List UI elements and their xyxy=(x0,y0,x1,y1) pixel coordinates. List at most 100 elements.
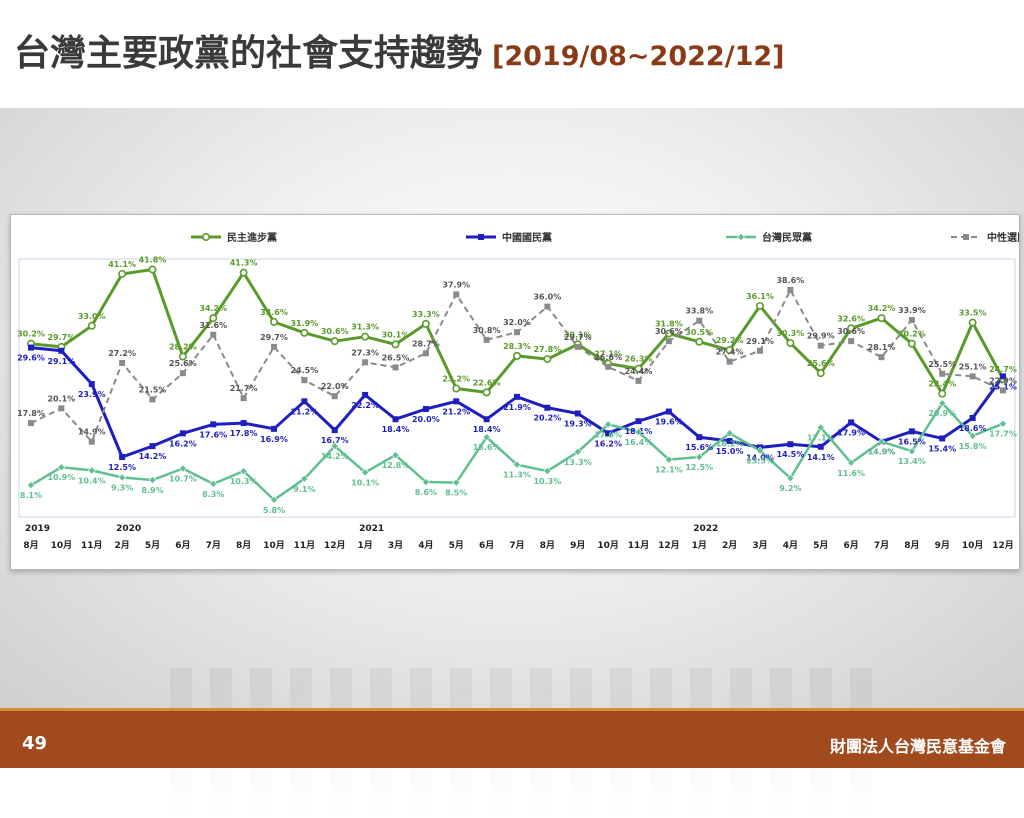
data-label: 37.9% xyxy=(442,280,470,289)
data-point xyxy=(755,301,764,310)
data-label: 41.8% xyxy=(139,255,167,264)
data-point xyxy=(58,405,65,412)
data-point xyxy=(938,399,947,408)
data-label: 38.6% xyxy=(776,276,804,285)
data-point xyxy=(757,347,763,354)
data-point xyxy=(848,419,855,426)
data-point xyxy=(969,414,976,421)
x-tick-label: 10月 xyxy=(51,540,73,551)
data-point xyxy=(88,438,95,445)
data-point xyxy=(392,364,399,371)
data-label: 30.1% xyxy=(564,330,592,339)
data-label: 17.8% xyxy=(230,429,258,438)
data-point xyxy=(726,358,733,365)
data-label: 26.3% xyxy=(625,355,653,364)
x-tick-label: 2月 xyxy=(722,540,737,551)
data-label: 30.6% xyxy=(837,327,865,336)
x-tick-label: 12月 xyxy=(324,540,346,551)
data-point xyxy=(543,467,552,476)
data-label: 33.3% xyxy=(412,310,440,319)
title-text: 台灣主要政黨的社會支持趨勢 xyxy=(14,33,483,74)
legend-entry-label: 民主進步黨 xyxy=(227,231,277,244)
date-range: [2019/08~2022/12] xyxy=(492,41,785,72)
data-label: 27.4% xyxy=(716,348,744,357)
data-label: 29.9% xyxy=(807,332,835,341)
data-label: 20.9% xyxy=(928,409,956,418)
data-point xyxy=(543,355,552,364)
data-label: 22.6% xyxy=(473,378,501,387)
data-label: 9.2% xyxy=(779,484,801,493)
data-point xyxy=(817,342,824,349)
data-point xyxy=(695,337,704,346)
x-tick-label: 10月 xyxy=(263,540,285,551)
data-label: 15.8% xyxy=(959,442,987,451)
data-point xyxy=(908,317,915,324)
data-label: 20.0% xyxy=(412,415,440,424)
data-label: 34.2% xyxy=(199,304,227,313)
data-label: 19.6% xyxy=(655,418,683,427)
data-label: 33.5% xyxy=(959,309,987,318)
data-label: 31.8% xyxy=(655,319,683,328)
data-label: 9.1% xyxy=(293,485,315,494)
data-label: 10.3% xyxy=(230,477,258,486)
data-point xyxy=(665,338,672,345)
data-point xyxy=(452,478,461,487)
data-point xyxy=(725,429,734,438)
data-point xyxy=(330,337,339,346)
data-point xyxy=(301,377,308,384)
data-point xyxy=(301,398,308,405)
x-tick-label: 11月 xyxy=(294,540,316,551)
data-point xyxy=(664,455,673,464)
data-point xyxy=(512,351,521,360)
x-tick-label: 6月 xyxy=(843,540,858,551)
x-tick-label: 5月 xyxy=(813,540,828,551)
data-label: 28.7% xyxy=(412,339,440,348)
data-point xyxy=(361,332,370,341)
data-point xyxy=(88,381,95,388)
data-label: 19.3% xyxy=(564,419,592,428)
data-point xyxy=(119,359,126,366)
plot-area-frame xyxy=(18,258,1016,518)
data-label: 30.6% xyxy=(655,327,683,336)
data-point xyxy=(634,428,643,437)
data-label: 30.6% xyxy=(321,327,349,336)
data-point xyxy=(817,443,824,450)
data-point xyxy=(240,420,247,427)
data-point xyxy=(939,435,946,442)
data-label: 21.7% xyxy=(230,384,258,393)
data-label: 41.1% xyxy=(108,260,136,269)
data-label: 22.9% xyxy=(989,376,1017,385)
data-label: 12.8% xyxy=(382,461,410,470)
data-point xyxy=(483,416,490,423)
data-label: 11.6% xyxy=(837,469,865,478)
x-tick-label: 10月 xyxy=(962,540,984,551)
data-point xyxy=(847,324,856,333)
data-label: 22.2% xyxy=(351,401,379,410)
x-tick-label: 3月 xyxy=(388,540,403,551)
data-point xyxy=(755,446,765,455)
data-point xyxy=(57,463,66,472)
data-point xyxy=(453,398,460,405)
data-label: 28.3% xyxy=(503,342,531,351)
data-label: 12.1% xyxy=(655,466,683,475)
data-point xyxy=(816,369,825,378)
data-label: 24.5% xyxy=(290,366,318,375)
data-label: 27.1% xyxy=(594,350,622,359)
data-point xyxy=(573,447,582,456)
data-label: 14.2% xyxy=(321,452,349,461)
data-label: 17.1% xyxy=(807,434,835,443)
data-label: 28.2% xyxy=(169,343,197,352)
slide-header: 台灣主要政黨的社會支持趨勢 [2019/08~2022/12] xyxy=(0,0,1024,108)
data-point xyxy=(87,466,96,475)
data-point xyxy=(938,389,947,398)
x-tick-label: 8月 xyxy=(236,540,251,551)
data-point xyxy=(178,464,187,473)
data-label: 14.9% xyxy=(868,448,896,457)
data-label: 13.5% xyxy=(746,457,774,466)
data-point xyxy=(269,495,279,504)
data-point xyxy=(331,393,338,400)
x-tick-label: 10月 xyxy=(597,540,619,551)
data-label: 14.9% xyxy=(78,428,106,437)
data-point xyxy=(148,476,157,485)
data-label: 31.6% xyxy=(199,321,227,330)
